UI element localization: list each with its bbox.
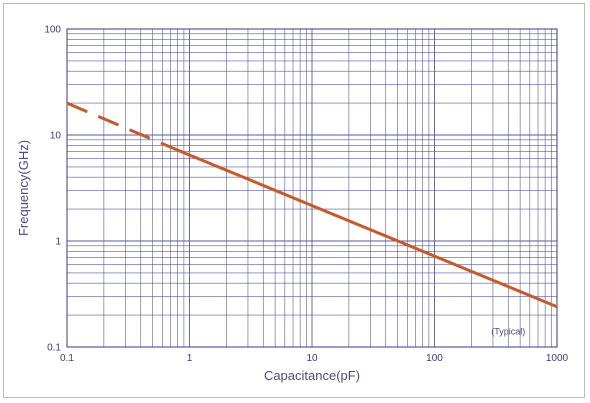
grid [66, 29, 557, 348]
typical-annotation: (Typical) [491, 327, 525, 337]
x-tick-label: 1000 [546, 353, 569, 364]
x-tick-label: 0.1 [60, 353, 74, 364]
series-layer [66, 101, 558, 309]
frequency-capacitance-chart: 0.1 1 10 100 1000 0.1 1 10 100 Capacitance(pF) F… [16, 25, 569, 384]
y-tick-label: 100 [44, 25, 61, 36]
y-tick-label: 0.1 [47, 343, 61, 354]
x-axis-title: Capacitance(pF) [264, 368, 360, 383]
x-tick-label: 10 [306, 353, 318, 364]
tick-labels: 0.1 1 10 100 1000 0.1 1 10 100 [44, 25, 568, 365]
series-line-solid [177, 148, 558, 309]
x-tick-label: 100 [426, 353, 443, 364]
chart-frame: 0.1 1 10 100 1000 0.1 1 10 100 Capacitance(pF) F… [3, 3, 585, 398]
y-tick-label: 1 [55, 237, 61, 248]
y-tick-label: 10 [50, 131, 62, 142]
series-line-dashed [66, 101, 179, 152]
x-tick-label: 1 [187, 353, 193, 364]
y-axis-title: Frequency(GHz) [16, 140, 31, 236]
plot-area-border [66, 28, 558, 348]
